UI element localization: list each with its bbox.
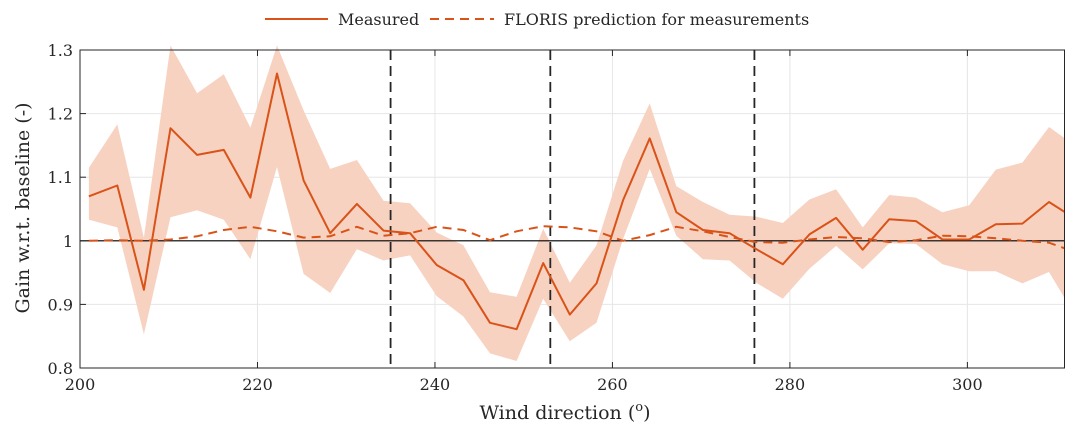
y-tick-label: 1.2 (48, 105, 73, 124)
y-tick-label: 1.3 (48, 41, 73, 60)
x-tick-label: 280 (775, 375, 806, 394)
x-tick-label: 300 (952, 375, 983, 394)
vertical-dashed-lines (389, 50, 756, 368)
x-axis-label-close: ) (643, 402, 650, 424)
x-tick-label: 200 (65, 375, 96, 394)
legend: Measured FLORIS prediction for measureme… (265, 10, 809, 29)
x-axis-label-degree: o (635, 400, 643, 415)
y-axis-label: Gain w.r.t. baseline (-) (12, 102, 34, 313)
y-tick-label: 1.1 (48, 168, 73, 187)
y-tick-label: 1 (63, 232, 73, 251)
series-line-floris (88, 225, 1065, 250)
series-line-measured (88, 72, 1065, 331)
legend-label-measured: Measured (338, 10, 419, 29)
x-tick-label: 260 (597, 375, 628, 394)
legend-label-floris: FLORIS prediction for measurements (504, 10, 809, 29)
x-axis-label-text: Wind direction ( (479, 402, 635, 424)
x-tick-label: 240 (420, 375, 451, 394)
y-axis-ticks: 0.8 0.9 1 1.1 1.2 1.3 (48, 41, 86, 378)
y-tick-label: 0.8 (48, 359, 73, 378)
x-axis-label: Wind direction (o) (479, 400, 650, 424)
confidence-band (88, 45, 1065, 361)
x-axis-ticks: 200 220 240 260 280 300 (65, 50, 983, 394)
x-tick-label: 220 (242, 375, 273, 394)
y-tick-label: 0.9 (48, 295, 73, 314)
